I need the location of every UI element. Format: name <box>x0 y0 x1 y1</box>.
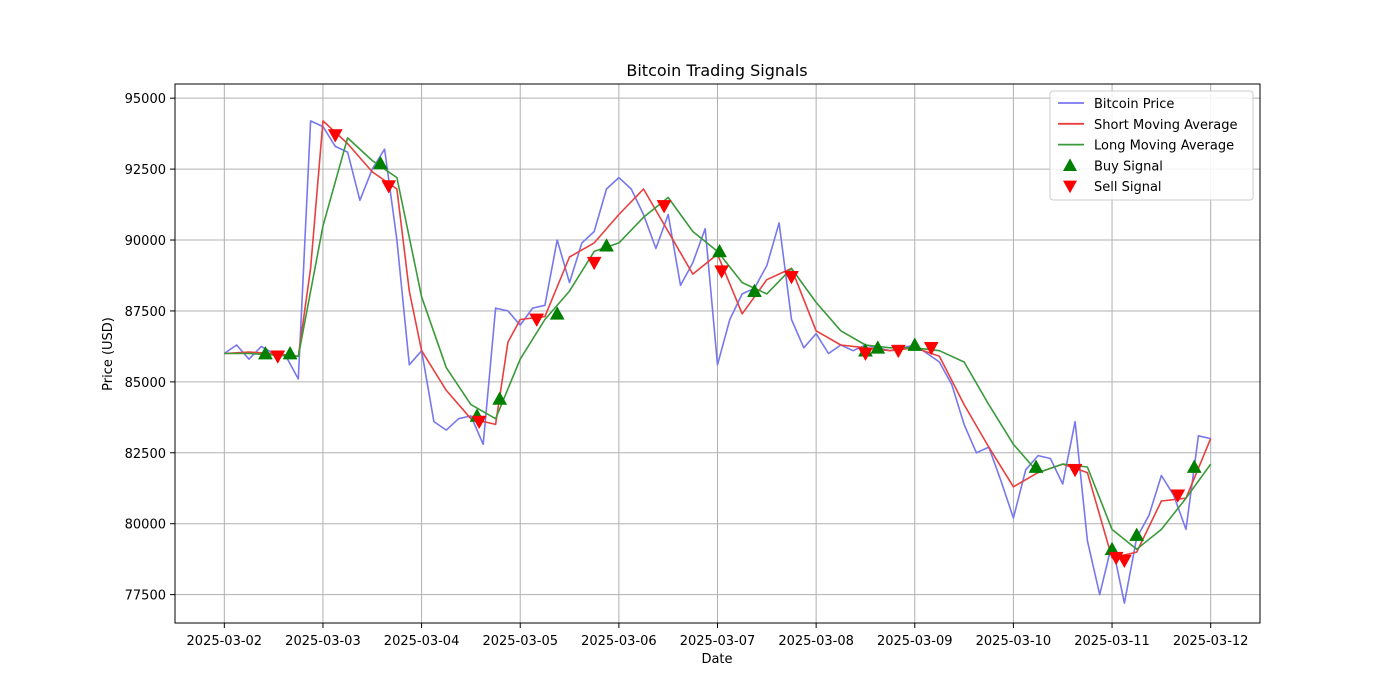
sell-signal-marker <box>529 313 545 327</box>
y-tick-label: 85000 <box>125 376 166 391</box>
y-tick-label: 82500 <box>125 447 166 462</box>
legend-label: Buy Signal <box>1094 159 1163 174</box>
chart-title: Bitcoin Trading Signals <box>626 61 807 80</box>
buy-signal-marker <box>492 391 508 405</box>
x-tick-label: 2025-03-10 <box>976 634 1052 649</box>
sell-signal-marker <box>714 265 730 279</box>
buy-signal-marker <box>257 345 273 360</box>
legend-sell-marker-swatch <box>1063 180 1077 194</box>
buy-signal-marker <box>282 345 298 360</box>
y-tick-label: 80000 <box>125 518 166 533</box>
x-tick-label: 2025-03-09 <box>877 634 953 649</box>
legend-buy-marker-swatch <box>1063 158 1077 171</box>
y-tick-label: 95000 <box>125 92 166 107</box>
buy-signal-marker <box>599 238 614 252</box>
sell-signal-marker <box>586 256 602 271</box>
sell-signal-marker <box>270 350 286 364</box>
sell-signal-marker <box>381 180 397 194</box>
x-tick-label: 2025-03-08 <box>778 634 854 649</box>
legend-label: Long Moving Average <box>1094 139 1234 154</box>
sell-signal-marker <box>890 344 906 359</box>
sell-signal-marker <box>923 341 939 356</box>
y-tick-label: 90000 <box>125 234 166 249</box>
legend-entry-bitcoin-price: Bitcoin Price <box>1058 97 1174 112</box>
legend-entry-buy-signal: Buy Signal <box>1063 158 1163 174</box>
buy-signal-marker <box>1129 527 1145 541</box>
legend-entry-long-moving-average: Long Moving Average <box>1058 139 1234 154</box>
short-moving-average-line <box>224 120 1212 559</box>
buy-signal-marker <box>1186 459 1202 473</box>
buy-signal-marker <box>712 243 727 258</box>
sell-signal-marker <box>656 200 672 214</box>
legend-label: Bitcoin Price <box>1094 97 1174 112</box>
x-axis-label: Date <box>701 652 732 667</box>
marker-layer <box>257 129 1202 569</box>
y-tick-label: 92500 <box>125 163 166 178</box>
x-tick-label: 2025-03-12 <box>1173 634 1249 649</box>
y-axis-label: Price (USD) <box>101 317 116 391</box>
y-tick-label: 77500 <box>125 589 166 604</box>
sell-signal-marker <box>471 415 487 430</box>
sell-signal-marker <box>784 271 799 285</box>
legend: Bitcoin Price Short Moving Average Long Mo… <box>1049 90 1254 201</box>
buy-signal-marker <box>747 283 762 297</box>
x-tick-label: 2025-03-07 <box>680 634 756 649</box>
legend-label: Short Moving Average <box>1094 118 1238 133</box>
x-axis: 2025-03-02 2025-03-03 2025-03-04 2025-03-05… <box>187 623 1249 649</box>
buy-signal-marker <box>870 340 886 354</box>
buy-signal-marker <box>907 337 923 351</box>
y-tick-label: 87500 <box>125 305 166 320</box>
buy-signal-marker <box>549 306 565 320</box>
y-axis: 77500 80000 82500 85000 87500 90000 92500 95000 <box>125 92 175 604</box>
x-tick-label: 2025-03-02 <box>187 634 263 649</box>
sell-signal-marker <box>1067 463 1083 478</box>
x-tick-label: 2025-03-04 <box>384 634 460 649</box>
x-tick-label: 2025-03-03 <box>285 634 361 649</box>
buy-signal-marker <box>373 155 388 170</box>
x-tick-label: 2025-03-11 <box>1074 634 1150 649</box>
sell-signal-marker <box>327 129 343 143</box>
x-tick-label: 2025-03-05 <box>482 634 558 649</box>
bitcoin-price-line <box>223 120 1211 604</box>
sell-signal-marker <box>1116 554 1132 569</box>
x-tick-label: 2025-03-06 <box>581 634 657 649</box>
buy-signal-marker <box>1028 459 1044 473</box>
legend-entry-sell-signal: Sell Signal <box>1063 180 1162 195</box>
sell-signal-marker <box>1170 489 1186 503</box>
legend-label: Sell Signal <box>1094 180 1162 195</box>
legend-box <box>1049 90 1254 201</box>
legend-entry-short-moving-average: Short Moving Average <box>1058 118 1238 133</box>
sell-signal-marker <box>858 347 873 362</box>
